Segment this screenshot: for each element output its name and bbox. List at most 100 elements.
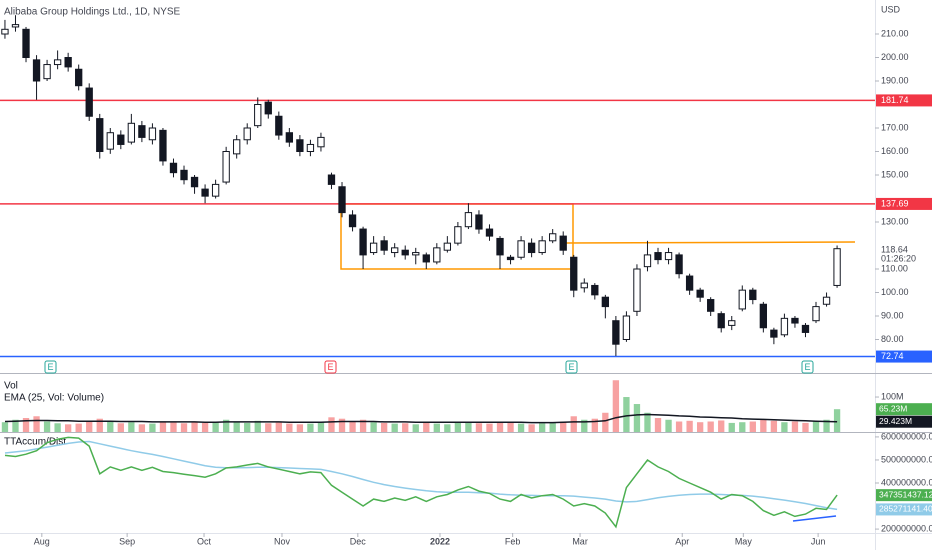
candle-body: [791, 317, 799, 324]
candle-body: [412, 252, 420, 256]
candle-body: [517, 240, 525, 258]
candle-body: [549, 233, 557, 242]
candle-body: [11, 24, 20, 28]
candle-body: [211, 183, 220, 197]
volume-bar: [812, 421, 820, 432]
candle-body: [117, 134, 125, 145]
candle-body: [317, 136, 325, 148]
volume-bar: [338, 418, 346, 432]
x-tick-label: Mar: [572, 536, 588, 546]
candle-body: [85, 87, 93, 117]
volume-bar: [623, 397, 630, 432]
candle-body: [443, 242, 452, 251]
candle-body: [643, 254, 652, 268]
candle-body: [822, 296, 831, 305]
candle-body: [275, 115, 283, 136]
candle-body: [254, 104, 262, 127]
volume-bar: [402, 423, 409, 432]
candle-body: [1, 28, 9, 35]
volume-bar: [159, 421, 167, 432]
candle-body: [306, 143, 315, 153]
candle-body: [401, 249, 409, 256]
volume-bar: [791, 421, 799, 432]
volume-bar: [380, 422, 388, 432]
volume-bar: [233, 422, 240, 432]
candle-body: [222, 151, 230, 183]
candle-body: [485, 228, 494, 237]
earnings-label: E: [327, 362, 333, 372]
candle-body: [527, 242, 536, 254]
value-tag-label: 29.423M: [879, 416, 912, 426]
volume-bar: [454, 422, 462, 432]
x-tick-label: Sep: [119, 536, 135, 546]
candle-body: [475, 214, 483, 230]
value-tag: [876, 503, 932, 516]
earnings-label: E: [568, 362, 574, 372]
acc-line: [4, 436, 838, 529]
candle-body: [464, 212, 473, 228]
volume-bar: [12, 419, 19, 432]
candle-body: [285, 132, 294, 143]
volume-bar: [475, 423, 483, 432]
x-tick-label: Nov: [274, 536, 291, 546]
candle-body: [348, 214, 357, 228]
y-tick-label: 600000000.00: [881, 431, 932, 441]
volume-bar: [465, 421, 472, 432]
value-tag: [876, 403, 932, 416]
volume-bar: [244, 422, 251, 432]
y-tick-label: 100M: [881, 391, 904, 401]
candle-body: [707, 299, 715, 312]
volume-bar: [33, 416, 40, 432]
volume-bar: [201, 422, 209, 432]
candle-body: [180, 169, 188, 181]
candle-body: [717, 313, 725, 329]
pane-title: Vol: [4, 381, 18, 392]
price-level-label: 181.74: [881, 95, 909, 105]
y-tick-label: 170.00: [881, 122, 909, 132]
volume-bar: [412, 424, 419, 432]
volume-bar: [654, 418, 662, 432]
volume-bar: [770, 420, 778, 432]
candle-body: [127, 122, 136, 143]
volume-bar: [833, 409, 841, 432]
candle-body: [454, 226, 462, 244]
candle-body: [559, 235, 567, 251]
candle-body: [22, 28, 30, 59]
candle-body: [264, 101, 272, 115]
candle-body: [770, 329, 778, 338]
candle-body: [106, 132, 114, 150]
volume-bar: [170, 422, 177, 432]
volume-bar: [496, 422, 504, 432]
currency-label: USD: [881, 4, 901, 14]
candle-body: [780, 317, 789, 336]
volume-bar: [612, 380, 620, 432]
candle-body: [422, 254, 430, 263]
volume-bar: [117, 423, 124, 432]
value-tag-label: 347351437.12: [879, 489, 932, 499]
volume-bar: [718, 420, 725, 432]
candle-body: [580, 282, 588, 289]
candle-body: [738, 289, 746, 310]
acc-line: [4, 440, 838, 511]
candle-body: [675, 254, 683, 275]
volume-bar: [64, 424, 72, 432]
volume-bar: [22, 418, 30, 432]
y-tick-label: 130.00: [881, 216, 909, 226]
y-tick-label: 160.00: [881, 146, 909, 156]
candle-body: [570, 256, 578, 291]
volume-bar: [707, 421, 714, 432]
candle-body: [96, 118, 104, 153]
volume-bar: [391, 423, 398, 432]
volume-bar: [528, 424, 535, 432]
volume-bar: [591, 418, 598, 432]
volume-bar: [423, 422, 430, 432]
volume-bar: [149, 423, 156, 432]
volume-bar: [602, 412, 609, 432]
volume-bar: [802, 422, 809, 432]
volume-bar: [86, 421, 93, 432]
volume-bar: [138, 424, 146, 432]
candle-body: [654, 252, 662, 261]
value-tag-label: 285271141.40: [879, 504, 932, 514]
candle-body: [601, 296, 610, 308]
volume-bar: [633, 404, 641, 432]
